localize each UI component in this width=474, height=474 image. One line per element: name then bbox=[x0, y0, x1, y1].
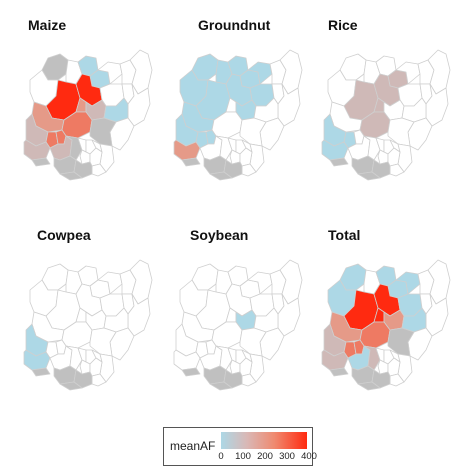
legend-tick: 100 bbox=[235, 451, 251, 462]
state-adamawa bbox=[425, 83, 449, 127]
state-rivers bbox=[73, 369, 93, 389]
legend-tick: 0 bbox=[218, 451, 224, 462]
state-rivers bbox=[223, 159, 243, 179]
panel-title-groundnut: Groundnut bbox=[198, 17, 271, 33]
state-delta bbox=[351, 155, 375, 175]
panel-title-rice: Rice bbox=[328, 17, 358, 33]
state-rivers bbox=[371, 369, 391, 389]
state-adamawa bbox=[127, 83, 151, 127]
panel-title-total: Total bbox=[328, 227, 361, 243]
legend-tick: 300 bbox=[279, 451, 295, 462]
state-lagos bbox=[181, 367, 201, 377]
state-bayelsa bbox=[209, 171, 233, 181]
map-soybean bbox=[173, 259, 303, 391]
map-maize bbox=[23, 49, 153, 181]
state-adamawa bbox=[425, 293, 449, 337]
legend-ticks: 0 100 200 300 400 bbox=[216, 451, 317, 465]
map-cowpea bbox=[23, 259, 153, 391]
state-delta bbox=[351, 365, 375, 385]
panel-title-cowpea: Cowpea bbox=[37, 227, 91, 243]
state-bayelsa bbox=[209, 381, 233, 391]
state-bayelsa bbox=[357, 381, 381, 391]
state-lagos bbox=[31, 367, 51, 377]
color-legend: meanAF 0 100 200 300 400 bbox=[163, 427, 317, 466]
map-total bbox=[321, 259, 451, 391]
state-lagos bbox=[329, 367, 349, 377]
state-lagos bbox=[329, 157, 349, 167]
state-rivers bbox=[223, 369, 243, 389]
legend-tick: 400 bbox=[301, 451, 317, 462]
map-rice bbox=[321, 49, 451, 181]
state-lagos bbox=[181, 157, 201, 167]
state-adamawa bbox=[277, 83, 301, 127]
state-lagos bbox=[31, 157, 51, 167]
state-bayelsa bbox=[59, 171, 83, 181]
state-delta bbox=[203, 365, 227, 385]
state-rivers bbox=[73, 159, 93, 179]
panel-title-maize: Maize bbox=[28, 17, 67, 33]
panel-title-soybean: Soybean bbox=[190, 227, 249, 243]
state-bayelsa bbox=[357, 171, 381, 181]
state-adamawa bbox=[277, 293, 301, 337]
state-delta bbox=[203, 155, 227, 175]
legend-tick: 200 bbox=[257, 451, 273, 462]
state-rivers bbox=[371, 159, 391, 179]
state-delta bbox=[53, 365, 77, 385]
state-delta bbox=[53, 155, 77, 175]
legend-title: meanAF bbox=[170, 439, 216, 453]
legend-colorbar bbox=[221, 432, 307, 449]
state-bayelsa bbox=[59, 381, 83, 391]
state-adamawa bbox=[127, 293, 151, 337]
map-groundnut bbox=[173, 49, 303, 181]
